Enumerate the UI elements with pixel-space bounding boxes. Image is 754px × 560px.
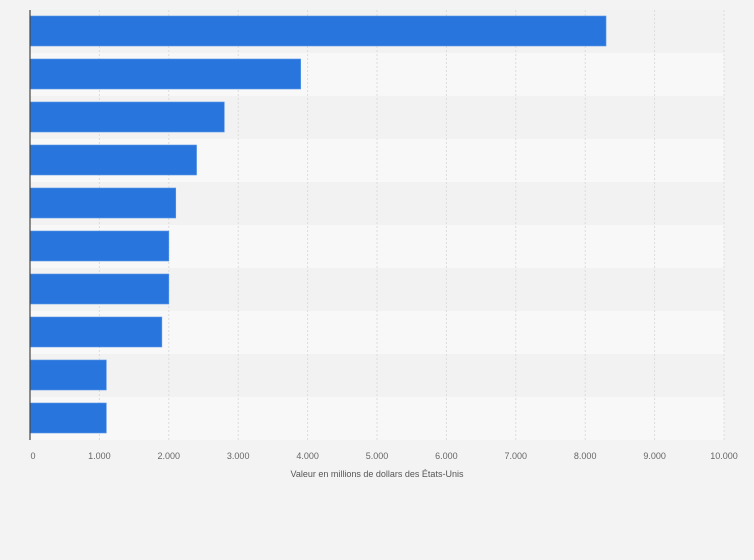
bars (29, 15, 607, 434)
x-tick-label: 10.000 (710, 451, 738, 461)
x-tick-label: 1.000 (88, 451, 111, 461)
bar[interactable] (29, 58, 301, 90)
bar[interactable] (29, 230, 170, 262)
x-tick-label: 4.000 (296, 451, 319, 461)
bar[interactable] (29, 15, 607, 47)
x-tick-label: 9.000 (643, 451, 666, 461)
bar[interactable] (29, 187, 177, 219)
x-tick-label: 3.000 (227, 451, 250, 461)
x-tick-label: 0 (30, 451, 35, 461)
x-tick-label: 5.000 (366, 451, 389, 461)
x-tick-label: 6.000 (435, 451, 458, 461)
bar[interactable] (29, 316, 163, 348)
x-tick-labels: 0 1.000 2.000 3.000 4.000 5.000 6.000 7.000 8.00… (30, 451, 737, 461)
x-tick-label: 7.000 (505, 451, 528, 461)
bar[interactable] (29, 402, 107, 434)
x-tick-label: 8.000 (574, 451, 597, 461)
x-axis-label: Valeur en millions de dollars des États-… (291, 469, 464, 479)
x-tick-label: 2.000 (158, 451, 181, 461)
bar[interactable] (29, 144, 197, 176)
bar[interactable] (29, 273, 170, 305)
bar[interactable] (29, 101, 225, 133)
bar[interactable] (29, 359, 107, 391)
